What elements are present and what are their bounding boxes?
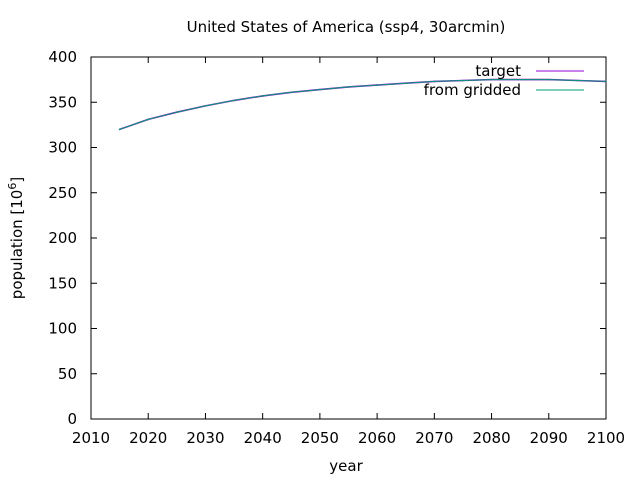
y-tick-label: 250: [48, 184, 77, 202]
data-point-from-gridded: [490, 78, 493, 81]
x-tick-label: 2100: [587, 429, 625, 447]
data-point-from-gridded: [462, 79, 464, 82]
y-tick-label: 0: [67, 410, 77, 428]
x-tick-label: 2090: [530, 429, 568, 447]
y-axis-label-close: ]: [8, 177, 26, 183]
data-point-from-gridded: [290, 91, 293, 94]
x-axis-label: year: [329, 457, 363, 475]
data-point-from-gridded: [576, 79, 579, 82]
data-point-from-gridded: [204, 105, 207, 107]
y-tick-label: 50: [58, 365, 77, 383]
y-tick-label: 200: [48, 229, 77, 247]
y-axis: 0 50 100 150 200 250 300 350 400: [48, 48, 606, 428]
x-tick-label: 2040: [244, 429, 282, 447]
x-tick-label: 2020: [129, 429, 167, 447]
data-point-from-gridded: [347, 86, 350, 88]
legend-label-from-gridded: from gridded: [424, 81, 521, 99]
legend: target from gridded: [424, 62, 584, 99]
legend-label-target: target: [475, 62, 521, 80]
x-axis: 2010 2020 2030 2040 2050 2060 2070 2080 2090 2100: [72, 57, 625, 447]
data-point-from-gridded: [547, 78, 550, 81]
data-point-from-gridded: [233, 99, 235, 102]
data-point-from-gridded: [404, 82, 407, 85]
y-axis-label-main: population [10: [8, 190, 26, 300]
y-tick-label: 150: [48, 274, 77, 292]
y-tick-label: 350: [48, 93, 77, 111]
y-tick-label: 300: [48, 139, 77, 157]
series-line-target: [119, 78, 607, 131]
data-point-from-gridded: [376, 84, 378, 86]
data-point-from-gridded: [118, 128, 121, 131]
x-tick-label: 2070: [415, 429, 453, 447]
y-tick-label: 100: [48, 320, 77, 338]
data-point-from-gridded: [176, 111, 178, 114]
data-point-from-gridded: [605, 80, 607, 83]
data-point-from-gridded: [319, 88, 321, 91]
x-tick-label: 2010: [72, 429, 110, 447]
y-axis-label-exponent: 6: [6, 183, 19, 190]
y-axis-label: population [106]: [6, 177, 26, 299]
x-tick-label: 2050: [301, 429, 339, 447]
plot-frame: [90, 56, 607, 420]
x-tick-label: 2080: [472, 429, 510, 447]
chart-title: United States of America (ssp4, 30arcmin…: [187, 18, 506, 36]
data-point-from-gridded: [261, 95, 264, 97]
x-tick-label: 2030: [186, 429, 224, 447]
x-tick-label: 2060: [358, 429, 396, 447]
data-point-from-gridded: [433, 80, 436, 83]
data-point-from-gridded: [147, 118, 150, 121]
series-line-from-gridded: [119, 79, 607, 130]
data-point-from-gridded: [519, 78, 521, 81]
y-tick-label: 400: [48, 48, 77, 66]
series-layer: [118, 78, 607, 131]
